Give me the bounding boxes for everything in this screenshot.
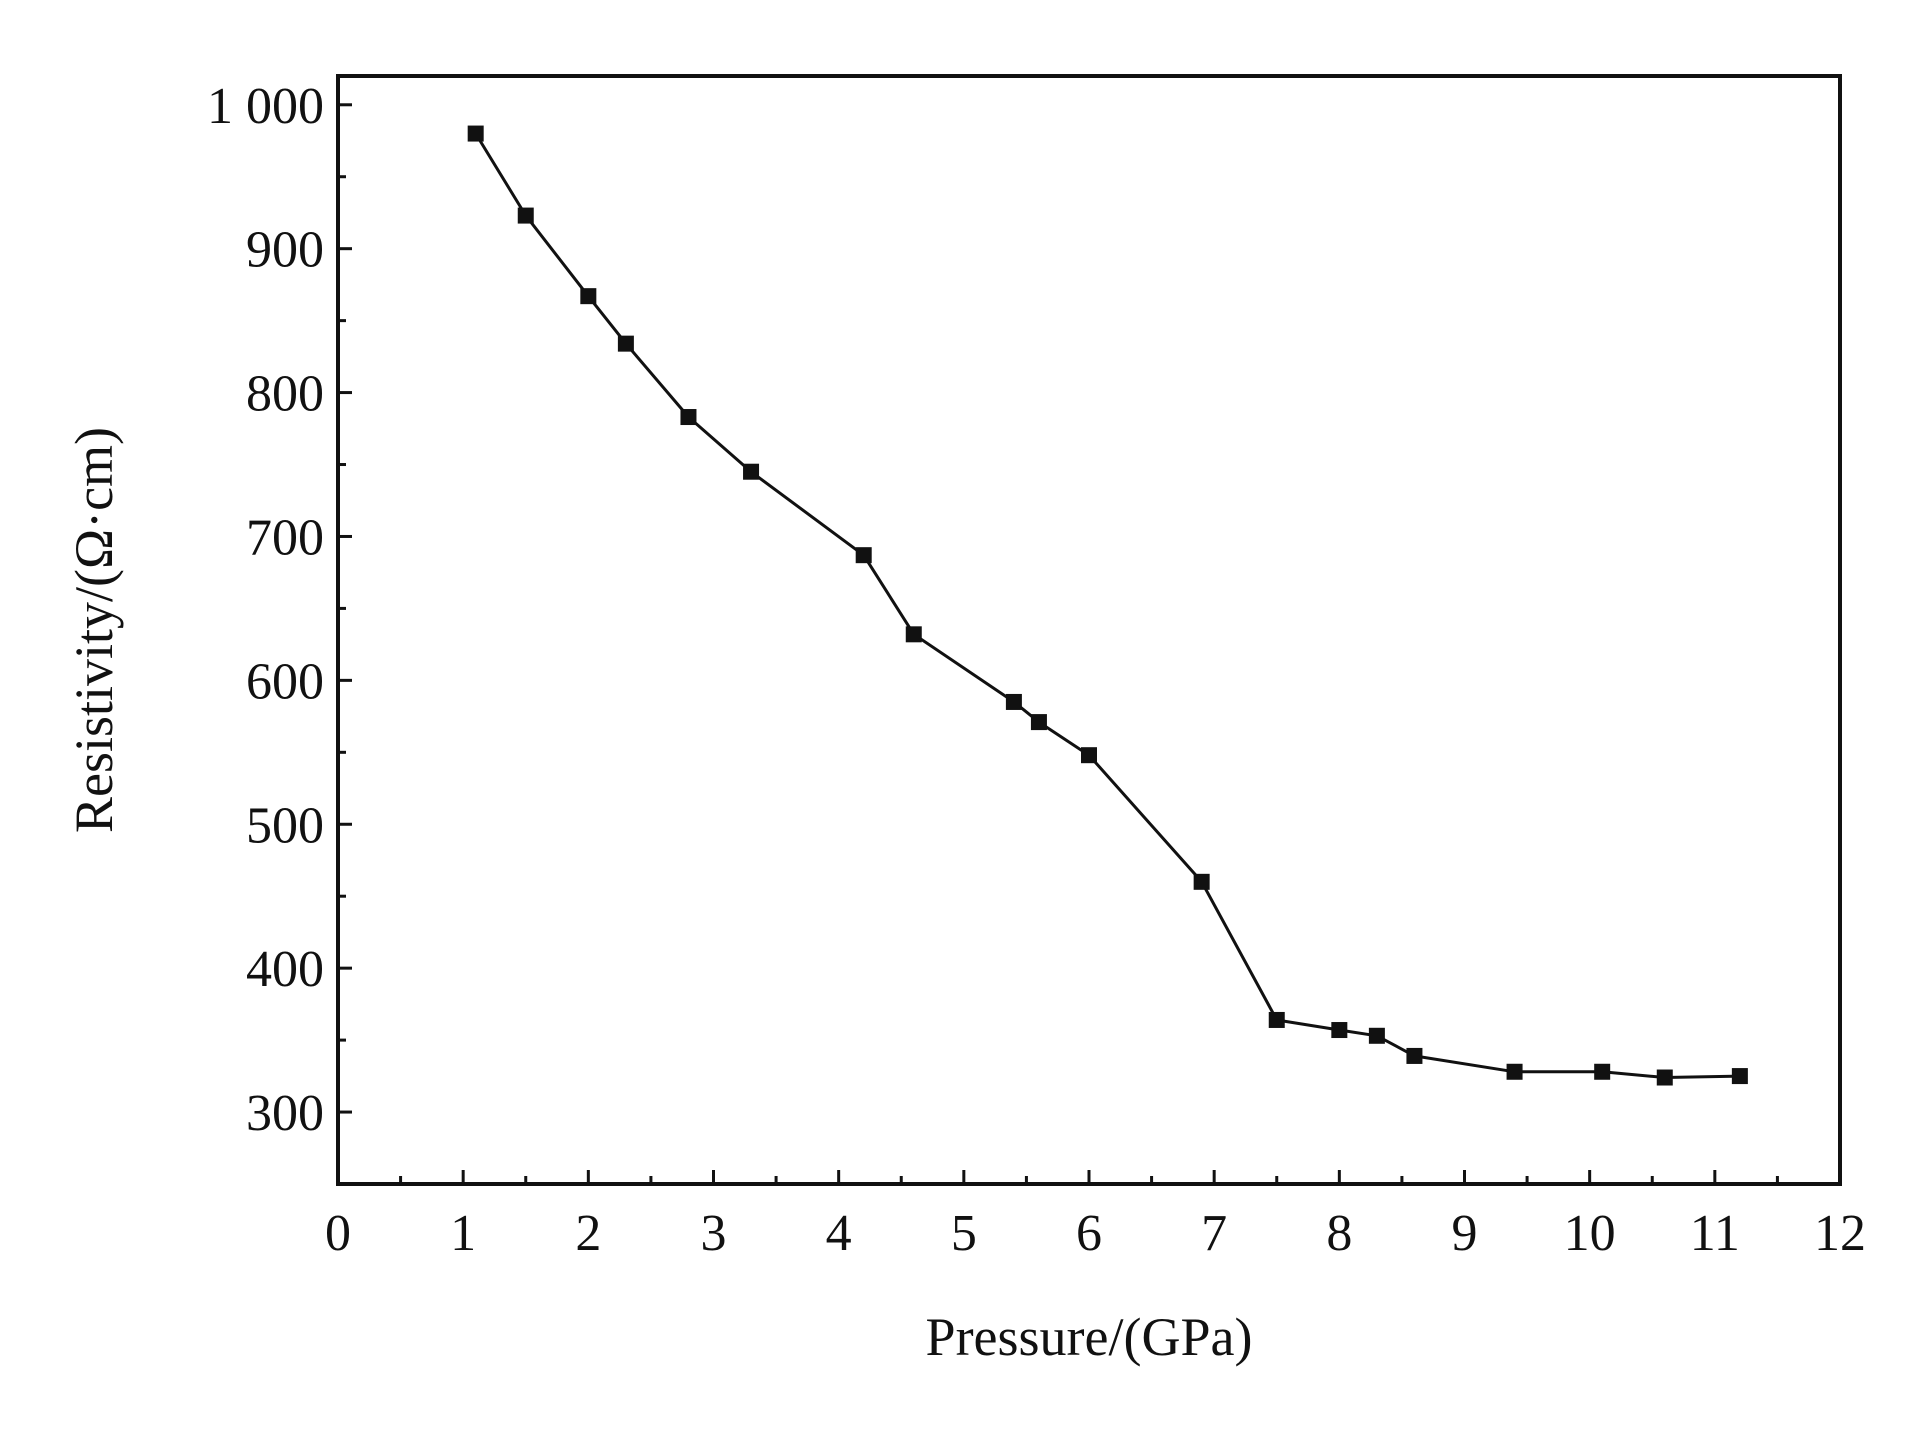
data-point [1368,1027,1385,1044]
y-tick-label: 900 [246,222,324,279]
data-point [467,125,484,142]
data-point [580,288,597,305]
y-tick-label: 800 [246,366,324,423]
x-tick-label: 0 [325,1205,351,1262]
series-line [474,132,1740,1079]
axes-frame [336,74,1842,1186]
y-tick-label: 600 [246,653,324,710]
plot-area [467,125,1748,1086]
x-tick-label: 9 [1452,1205,1478,1262]
data-point [855,547,872,564]
x-tick-label: 6 [1076,1205,1102,1262]
y-tick-label: 700 [246,509,324,566]
x-tick-label: 1 [450,1205,476,1262]
x-tick-label: 7 [1201,1205,1227,1262]
y-tick-label: 1 000 [207,78,324,135]
y-tick-label: 400 [246,941,324,998]
x-axis: 0 1 2 3 4 5 6 7 8 9 10 11 12 [325,1170,1866,1262]
y-tick-label: 300 [246,1085,324,1142]
data-point [1005,693,1022,710]
x-tick-label: 3 [701,1205,727,1262]
data-point [1656,1069,1673,1086]
x-tick-label: 10 [1564,1205,1616,1262]
x-tick-label: 12 [1814,1205,1866,1262]
x-tick-label: 8 [1326,1205,1352,1262]
data-point [517,207,534,224]
x-tick-label: 5 [951,1205,977,1262]
data-point [1193,873,1210,890]
data-point [1731,1068,1748,1085]
x-tick-label: 2 [575,1205,601,1262]
data-point [680,409,697,426]
y-tick-label: 500 [246,797,324,854]
data-point [1331,1022,1348,1039]
data-point [1081,747,1097,764]
data-point [1406,1047,1423,1064]
data-point [743,463,760,480]
data-point [617,335,634,352]
x-tick-label: 11 [1690,1205,1740,1262]
y-axis: 300 400 500 600 700 800 900 1 000 [207,78,352,1186]
data-point [1506,1063,1523,1080]
data-point [1030,714,1047,731]
data-point [1268,1011,1285,1028]
data-point [905,626,922,643]
data-point [1594,1063,1611,1080]
x-tick-label: 4 [826,1205,852,1262]
x-axis-label: Pressure/(GPa) [926,1307,1253,1367]
y-axis-label: Resistivity/(Ω·cm) [64,427,124,833]
